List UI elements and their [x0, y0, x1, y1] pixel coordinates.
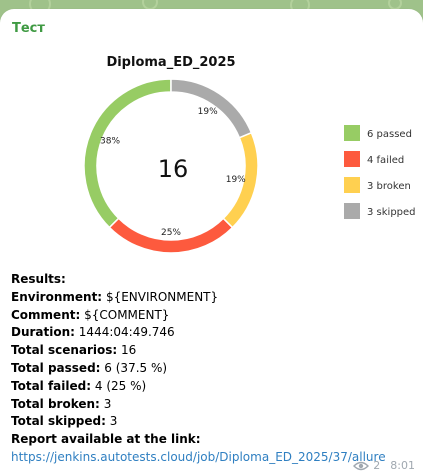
comment-value: ${COMMENT} — [84, 307, 170, 322]
allure-pie-chart[interactable]: Diploma_ED_2025 38% 25% 19% 19% 16 6 passed… — [0, 44, 423, 274]
chart-slice-label-passed: 38% — [100, 137, 120, 147]
total-scenarios-value: 16 — [121, 343, 137, 358]
legend-swatch-broken — [344, 177, 360, 193]
chart-slice-passed[interactable] — [83, 78, 172, 229]
total-broken-value: 3 — [103, 396, 112, 411]
chart-slice-skipped[interactable] — [170, 78, 253, 139]
legend-swatch-failed — [344, 151, 360, 167]
environment-label: Environment: — [11, 289, 103, 304]
message-meta: 2 8:01 — [353, 459, 415, 472]
sender-name[interactable]: Тест — [12, 21, 45, 36]
legend-label-failed: 4 failed — [367, 155, 404, 166]
eye-icon — [353, 461, 370, 470]
report-link[interactable]: https://jenkins.autotests.cloud/job/Dipl… — [11, 449, 386, 464]
duration-label: Duration: — [11, 325, 75, 340]
total-skipped-value: 3 — [109, 414, 118, 429]
view-count: 2 — [373, 459, 381, 472]
chart-slices — [83, 78, 259, 254]
legend-swatch-passed — [344, 125, 360, 141]
legend-label-skipped: 3 skipped — [367, 207, 416, 218]
chart-center-total: 16 — [158, 155, 189, 183]
chart-legend: 6 passed 4 failed 3 broken 3 skipped — [344, 125, 416, 219]
comment-label: Comment: — [11, 307, 81, 322]
results-heading: Results: — [11, 272, 66, 286]
chart-slice-label-failed: 25% — [161, 228, 181, 238]
chart-slice-labels: 38% 25% 19% 19% — [100, 107, 246, 238]
chart-slice-label-broken: 19% — [226, 175, 246, 185]
environment-value: ${ENVIRONMENT} — [105, 289, 219, 304]
legend-label-passed: 6 passed — [367, 129, 412, 140]
message-bubble: Тест Diploma_ED_2025 38% 25% 19% 19% 16 6 p… — [0, 9, 423, 476]
legend-label-broken: 3 broken — [367, 181, 411, 192]
duration-value: 1444:04:49.746 — [78, 325, 175, 340]
total-scenarios-label: Total scenarios: — [11, 343, 118, 358]
total-broken-label: Total broken: — [11, 396, 100, 411]
report-label: Report available at the link: — [11, 432, 201, 447]
chart-title: Diploma_ED_2025 — [106, 55, 235, 70]
total-passed-label: Total passed: — [11, 360, 101, 375]
total-failed-value: 4 (25 %) — [94, 378, 147, 393]
legend-swatch-skipped — [344, 203, 360, 219]
results-text: Results: Environment: ${ENVIRONMENT} Com… — [11, 271, 416, 467]
total-skipped-label: Total skipped: — [11, 414, 106, 429]
total-passed-value: 6 (37.5 %) — [104, 360, 168, 375]
message-time: 8:01 — [390, 459, 415, 472]
total-failed-label: Total failed: — [11, 378, 92, 393]
chart-slice-label-skipped: 19% — [198, 107, 218, 117]
